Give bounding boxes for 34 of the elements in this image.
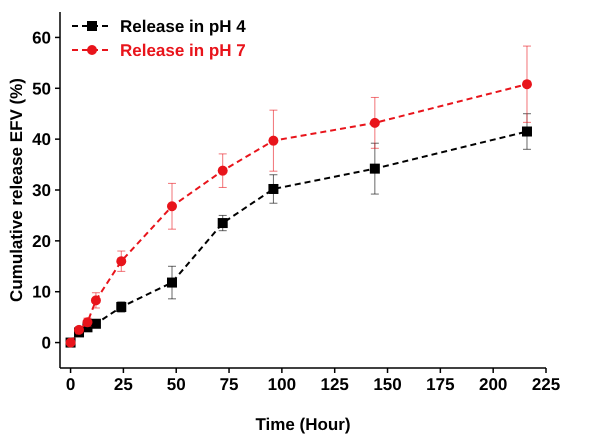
legend-label: Release in pH 4	[120, 17, 246, 36]
point	[522, 126, 532, 137]
point	[166, 201, 177, 212]
point	[370, 164, 380, 174]
y-tick-label: 0	[42, 334, 51, 353]
point	[522, 79, 532, 90]
y-axis-title: Cumulative release EFV (%)	[7, 78, 26, 302]
legend-label: Release in pH 7	[120, 41, 246, 60]
point	[218, 218, 228, 228]
x-tick-label: 50	[166, 375, 186, 394]
x-axis-title: Time (Hour)	[255, 415, 351, 434]
x-tick-label: 0	[66, 375, 76, 394]
x-tick-label: 200	[478, 375, 508, 394]
x-tick-label: 75	[220, 375, 239, 394]
x-tick-label: 150	[373, 375, 402, 394]
x-tick-label: 225	[532, 375, 560, 394]
point	[90, 295, 101, 306]
y-tick-label: 10	[32, 282, 51, 302]
x-tick-label: 25	[114, 375, 133, 394]
y-tick-label: 40	[32, 130, 51, 150]
y-tick-label: 60	[32, 28, 51, 48]
x-tick-label: 100	[268, 375, 296, 394]
point	[268, 184, 278, 194]
point	[90, 318, 101, 329]
point	[166, 278, 177, 288]
point	[218, 166, 228, 176]
y-tick-label: 50	[32, 79, 51, 98]
point	[268, 136, 278, 146]
point	[370, 118, 380, 128]
y-tick-label: 20	[32, 232, 51, 251]
x-tick-label: 175	[426, 375, 455, 394]
y-tick-label: 30	[32, 181, 51, 200]
x-tick-label: 125	[320, 375, 349, 394]
point	[116, 256, 126, 266]
